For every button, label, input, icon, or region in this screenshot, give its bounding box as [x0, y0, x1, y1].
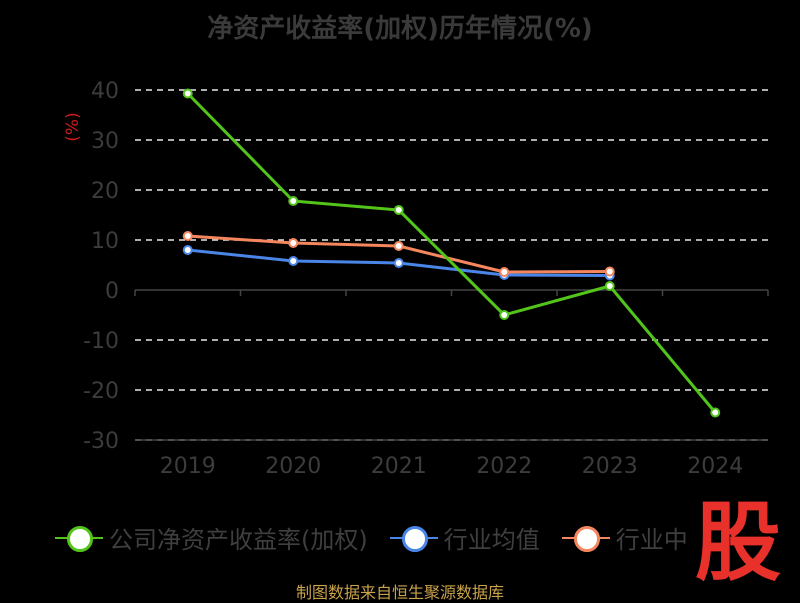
legend-marker-industry-mean — [389, 523, 438, 553]
y-tick-label: -20 — [83, 379, 119, 404]
data-point-2 — [182, 231, 193, 241]
data-point-2 — [288, 238, 299, 248]
y-tick-label: 0 — [105, 279, 119, 304]
data-point-0 — [393, 205, 404, 215]
x-tick-label: 2019 — [160, 454, 216, 479]
data-point-1 — [182, 245, 193, 255]
data-point-1 — [393, 258, 404, 268]
data-point-1 — [288, 256, 299, 266]
x-tick-label: 2023 — [582, 454, 638, 479]
legend-marker-industry-median — [561, 523, 610, 553]
legend-label-industry-median: 行业中 — [615, 526, 688, 554]
y-tick-label: 10 — [91, 229, 119, 254]
x-tick-label: 2020 — [265, 454, 321, 479]
y-tick-label: 20 — [91, 179, 119, 204]
y-tick-label: 40 — [91, 79, 119, 104]
data-point-0 — [710, 407, 721, 418]
legend-marker-company — [55, 523, 103, 553]
x-tick-label: 2021 — [371, 454, 427, 479]
brand-logo: 股 — [695, 493, 781, 593]
x-tick-label: 2024 — [687, 454, 743, 479]
data-point-0 — [604, 281, 615, 291]
data-point-0 — [288, 196, 299, 206]
legend-item-company[interactable]: 公司净资产收益率(加权) — [55, 520, 368, 555]
data-point-2 — [604, 266, 615, 277]
data-point-2 — [393, 241, 404, 251]
source-footer: 制图数据来自恒生聚源数据库 — [295, 583, 504, 602]
legend-item-industry-mean[interactable]: 行业均值 — [389, 520, 540, 555]
legend-label-company: 公司净资产收益率(加权) — [109, 526, 368, 554]
chart-title: 净资产收益率(加权)历年情况(%) — [207, 14, 593, 44]
series-line-0 — [186, 92, 717, 414]
data-point-0 — [182, 88, 193, 99]
x-tick-label: 2022 — [476, 454, 532, 479]
data-point-2 — [499, 267, 510, 277]
y-tick-label: -30 — [83, 429, 119, 454]
y-tick-label: 30 — [91, 129, 119, 154]
y-axis-label: (%) — [63, 112, 83, 141]
y-tick-label: -10 — [83, 329, 119, 354]
legend-item-industry-median[interactable]: 行业中 — [561, 520, 688, 555]
chart-legend: 公司净资产收益率(加权) 行业均值 行业中 — [55, 520, 710, 555]
legend-label-industry-mean: 行业均值 — [443, 526, 540, 554]
data-point-0 — [499, 310, 510, 320]
